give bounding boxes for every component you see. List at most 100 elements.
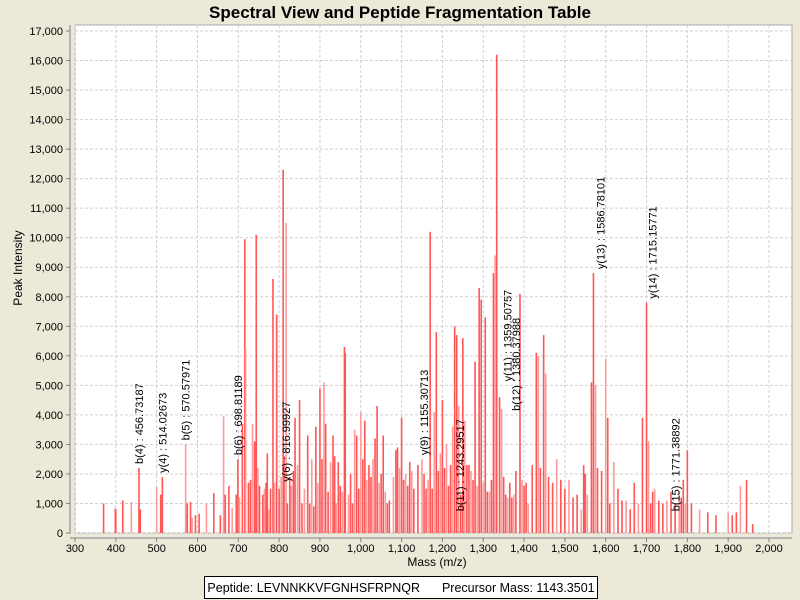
peak-bar (429, 231, 431, 534)
peak-bar (474, 361, 476, 533)
peak-bar (706, 512, 709, 533)
peak-bar (337, 462, 340, 533)
peak-bar (343, 346, 346, 533)
peak-bar (535, 352, 538, 533)
peak-bar (437, 470, 440, 533)
peak-bar (292, 470, 295, 533)
peak-bar (494, 255, 496, 533)
peak-bar (564, 488, 566, 533)
peak-bar (269, 488, 272, 533)
precursor-mass-label: Precursor Mass: 1143.3501 (441, 580, 595, 595)
fragment-annotation: b(12) : 1380.37988 (511, 318, 523, 411)
peak-bar (237, 459, 239, 533)
peak-bar (368, 465, 370, 533)
peak-bar (261, 494, 264, 533)
x-tick-label: 1,600 (592, 543, 620, 555)
peak-bar (347, 494, 350, 533)
x-tick-label: 1,400 (510, 543, 538, 555)
peak-bar (372, 459, 374, 533)
peak-bar (560, 479, 562, 533)
y-tick-label: 5,000 (35, 380, 63, 392)
peak-bar (115, 509, 117, 533)
x-tick-label: 1,800 (674, 543, 702, 555)
fragment-annotation: b(5) : 570.57971 (180, 360, 192, 441)
peak-bar (408, 462, 411, 533)
peak-bar (268, 509, 270, 533)
peak-bar (130, 501, 133, 533)
peak-bar (633, 482, 636, 533)
peak-bar (102, 503, 105, 533)
peak-bar (255, 234, 258, 534)
y-tick-label: 13,000 (29, 144, 63, 156)
y-tick-label: 16,000 (29, 56, 63, 68)
peak-bar (400, 417, 403, 533)
peak-bar (244, 346, 247, 533)
peak-bar (439, 453, 442, 533)
y-tick-label: 3,000 (35, 439, 63, 451)
peak-bar (621, 500, 623, 533)
peak-bar (649, 503, 652, 533)
peak-bar (662, 503, 664, 533)
peak-bar (376, 406, 378, 533)
peak-bar (235, 494, 238, 533)
peak-bar (301, 503, 303, 533)
y-axis-title: Peak Intensity (11, 230, 25, 305)
peak-bar (384, 491, 387, 533)
peak-bar (537, 355, 540, 533)
peak-bar (344, 352, 347, 533)
peak-bar (674, 503, 676, 533)
peak-bar (272, 279, 274, 533)
peak-bar (321, 459, 323, 533)
peak-bar (396, 447, 399, 533)
peak-bar (513, 494, 515, 533)
peak-bar (690, 503, 693, 533)
legend-box: Peptide: LEVNNKKVFGNHSFRPNQR Precursor M… (204, 576, 598, 599)
peak-bar (551, 482, 554, 533)
peak-bar (138, 468, 140, 533)
peak-bar (651, 491, 654, 533)
peak-bar (366, 479, 368, 533)
peak-bar (680, 497, 683, 533)
peak-bar (547, 476, 550, 533)
peak-bar (484, 317, 487, 533)
x-tick-label: 600 (188, 543, 206, 555)
peak-bar (290, 485, 293, 533)
peak-bar (584, 473, 587, 533)
y-tick-label: 17,000 (29, 26, 63, 38)
peak-bar (244, 239, 246, 533)
fragment-annotation: y(9) : 1155.30713 (419, 370, 431, 455)
peak-bar (502, 476, 505, 533)
x-tick-label: 1,100 (388, 543, 416, 555)
axes (69, 25, 792, 539)
peak-bar (576, 494, 578, 533)
peak-bar (594, 385, 597, 533)
peak-bar (488, 491, 491, 533)
peak-bar (590, 382, 593, 533)
peak-bar (319, 388, 321, 533)
peak-bar (266, 453, 269, 533)
peak-bar (258, 485, 261, 533)
x-axis-title: Mass (m/z) (407, 555, 466, 569)
peak-bar (404, 473, 407, 533)
peak-bar (542, 335, 545, 533)
peak-bar (286, 503, 289, 533)
peak-bar (641, 417, 644, 533)
peak-bar (253, 441, 256, 533)
x-tick-label: 800 (270, 543, 288, 555)
peak-bar (310, 459, 313, 533)
peak-bar (294, 417, 296, 533)
x-tick-label: 1,500 (551, 543, 579, 555)
peak-bar (423, 473, 425, 533)
fragment-annotation: y(4) : 514.02673 (157, 393, 169, 473)
peak-bar (410, 470, 413, 533)
peak-bar (625, 500, 627, 533)
peak-bar (421, 459, 423, 533)
peak-bar (282, 169, 284, 533)
y-tick-label: 7,000 (35, 321, 63, 333)
y-tick-label: 11,000 (30, 203, 63, 215)
peak-bar (288, 476, 291, 533)
peak-bar (362, 459, 364, 533)
fragment-annotation: y(6) : 816.99927 (281, 402, 293, 482)
peak-bar (280, 476, 282, 533)
peak-bar (582, 465, 585, 533)
